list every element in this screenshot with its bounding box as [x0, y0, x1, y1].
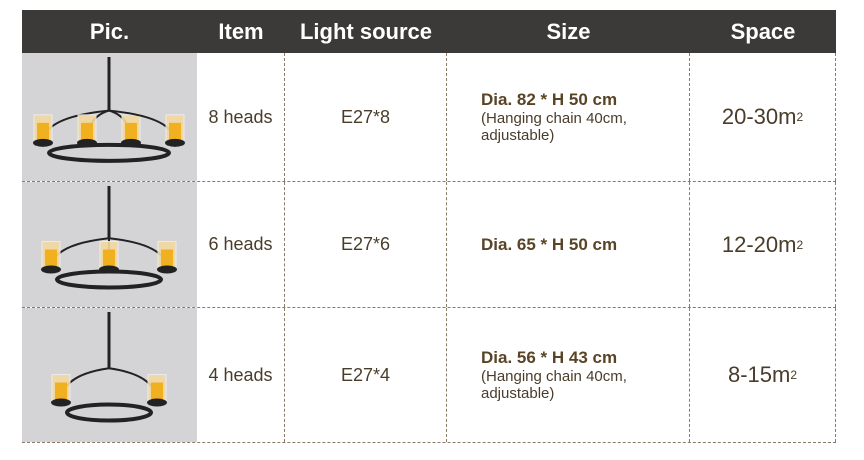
- chandelier-icon: [51, 312, 167, 423]
- table-row: 8 heads E27*8 Dia. 82 * H 50 cm (Hanging …: [22, 53, 836, 182]
- light-source-cell: E27*8: [285, 53, 447, 181]
- table-header: Pic. Item Light source Size Space: [22, 10, 836, 53]
- item-cell: 4 heads: [197, 308, 285, 442]
- size-dimensions: Dia. 56 * H 43 cm: [481, 348, 618, 367]
- header-size: Size: [546, 18, 591, 44]
- space-value: 20-30m: [721, 104, 797, 129]
- space-sup: 2: [796, 110, 804, 124]
- spec-table: Pic. Item Light source Size Space 8 head…: [22, 10, 836, 443]
- chandelier-icon: [33, 57, 185, 163]
- space-cell: 8-15m 2: [690, 308, 836, 442]
- space-value: 8-15m: [727, 362, 791, 387]
- size-dimensions: Dia. 65 * H 50 cm: [481, 234, 618, 254]
- header-item: Item: [218, 18, 264, 44]
- light-source-cell: E27*4: [285, 308, 447, 442]
- size-cell: Dia. 65 * H 50 cm: [447, 182, 690, 307]
- light-source-cell: E27*6: [285, 182, 447, 307]
- item-cell: 8 heads: [197, 53, 285, 181]
- space-sup: 2: [790, 368, 798, 382]
- size-cell: Dia. 82 * H 50 cm (Hanging chain 40cm, adj…: [447, 53, 690, 181]
- size-note: adjustable): [481, 127, 555, 144]
- chandelier-4-image: [22, 308, 197, 442]
- chandelier-icon: [41, 186, 177, 290]
- header-light-source: Light source: [299, 18, 432, 44]
- space-cell: 20-30m 2: [690, 53, 836, 181]
- space-value: 12-20m: [721, 231, 797, 257]
- table-row: 6 heads E27*6 Dia. 65 * H 50 cm 12-20m 2: [22, 182, 836, 308]
- item-cell: 6 heads: [197, 182, 285, 307]
- size-dimensions: Dia. 82 * H 50 cm: [481, 90, 618, 109]
- table-row: 4 heads E27*4 Dia. 56 * H 43 cm (Hanging …: [22, 308, 836, 443]
- header-pic: Pic.: [89, 18, 130, 44]
- space-cell: 12-20m 2: [690, 182, 836, 307]
- chandelier-8-image: [22, 53, 197, 181]
- size-note: (Hanging chain 40cm,: [481, 368, 627, 385]
- size-note: (Hanging chain 40cm,: [481, 110, 627, 127]
- size-note: adjustable): [481, 385, 555, 402]
- space-sup: 2: [796, 237, 804, 252]
- size-cell: Dia. 56 * H 43 cm (Hanging chain 40cm, adj…: [447, 308, 690, 442]
- chandelier-6-image: [22, 182, 197, 307]
- header-space: Space: [730, 18, 796, 44]
